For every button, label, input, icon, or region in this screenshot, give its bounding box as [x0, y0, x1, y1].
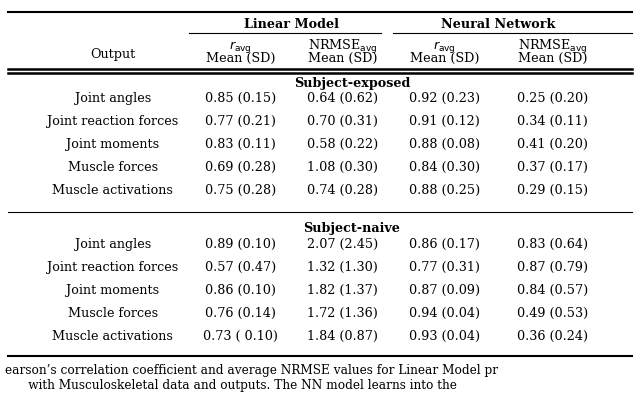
Text: Muscle activations: Muscle activations — [52, 330, 173, 343]
Text: Joint moments: Joint moments — [67, 138, 159, 151]
Text: 0.88 (0.08): 0.88 (0.08) — [409, 138, 480, 151]
Text: $r_\mathrm{avg}$: $r_\mathrm{avg}$ — [229, 39, 252, 55]
Text: 0.41 (0.20): 0.41 (0.20) — [517, 138, 588, 151]
Text: Neural Network: Neural Network — [441, 17, 556, 30]
Text: 1.84 (0.87): 1.84 (0.87) — [307, 330, 378, 343]
Text: Muscle forces: Muscle forces — [68, 161, 158, 174]
Text: 0.73 ( 0.10): 0.73 ( 0.10) — [203, 330, 278, 343]
Text: 1.08 (0.30): 1.08 (0.30) — [307, 161, 378, 174]
Text: 0.84 (0.30): 0.84 (0.30) — [409, 161, 480, 174]
Text: 1.82 (1.37): 1.82 (1.37) — [307, 284, 378, 297]
Text: with Musculoskeletal data and outputs. The NN model learns into the: with Musculoskeletal data and outputs. T… — [4, 379, 456, 392]
Text: 0.88 (0.25): 0.88 (0.25) — [408, 184, 480, 197]
Text: Joint angles: Joint angles — [75, 238, 151, 251]
Text: 1.32 (1.30): 1.32 (1.30) — [307, 261, 378, 274]
Text: 0.57 (0.47): 0.57 (0.47) — [205, 261, 276, 274]
Text: 0.87 (0.79): 0.87 (0.79) — [517, 261, 588, 274]
Text: $r_\mathrm{avg}$: $r_\mathrm{avg}$ — [433, 39, 456, 55]
Text: 0.86 (0.17): 0.86 (0.17) — [409, 238, 480, 251]
Text: 0.34 (0.11): 0.34 (0.11) — [517, 115, 588, 128]
Text: 0.58 (0.22): 0.58 (0.22) — [307, 138, 378, 151]
Text: Joint reaction forces: Joint reaction forces — [47, 261, 179, 274]
Text: 0.77 (0.21): 0.77 (0.21) — [205, 115, 276, 128]
Text: 0.83 (0.64): 0.83 (0.64) — [517, 238, 588, 251]
Text: 0.74 (0.28): 0.74 (0.28) — [307, 184, 378, 197]
Text: Output: Output — [90, 48, 136, 61]
Text: NRMSE$_\mathrm{avg}$: NRMSE$_\mathrm{avg}$ — [518, 38, 588, 56]
Text: Muscle activations: Muscle activations — [52, 184, 173, 197]
Text: Subject-exposed: Subject-exposed — [294, 77, 410, 90]
Text: 0.92 (0.23): 0.92 (0.23) — [409, 92, 480, 105]
Text: 2.07 (2.45): 2.07 (2.45) — [307, 238, 378, 251]
Text: Mean (SD): Mean (SD) — [308, 52, 377, 65]
Text: Joint moments: Joint moments — [67, 284, 159, 297]
Text: earson’s correlation coefficient and average NRMSE values for Linear Model pr: earson’s correlation coefficient and ave… — [4, 364, 498, 377]
Text: 0.89 (0.10): 0.89 (0.10) — [205, 238, 276, 251]
Text: 0.29 (0.15): 0.29 (0.15) — [517, 184, 588, 197]
Text: Subject-naive: Subject-naive — [303, 222, 400, 235]
Text: 0.25 (0.20): 0.25 (0.20) — [517, 92, 588, 105]
Text: Mean (SD): Mean (SD) — [205, 52, 275, 65]
Text: NRMSE$_\mathrm{avg}$: NRMSE$_\mathrm{avg}$ — [307, 38, 377, 56]
Text: Mean (SD): Mean (SD) — [410, 52, 479, 65]
Text: 0.70 (0.31): 0.70 (0.31) — [307, 115, 378, 128]
Text: 0.84 (0.57): 0.84 (0.57) — [517, 284, 588, 297]
Text: 0.75 (0.28): 0.75 (0.28) — [205, 184, 276, 197]
Text: 0.85 (0.15): 0.85 (0.15) — [205, 92, 276, 105]
Text: 0.94 (0.04): 0.94 (0.04) — [409, 307, 480, 320]
Text: 0.87 (0.09): 0.87 (0.09) — [409, 284, 480, 297]
Text: 0.64 (0.62): 0.64 (0.62) — [307, 92, 378, 105]
Text: Joint reaction forces: Joint reaction forces — [47, 115, 179, 128]
Text: 0.76 (0.14): 0.76 (0.14) — [205, 307, 276, 320]
Text: 0.69 (0.28): 0.69 (0.28) — [205, 161, 276, 174]
Text: 0.83 (0.11): 0.83 (0.11) — [205, 138, 276, 151]
Text: 0.36 (0.24): 0.36 (0.24) — [517, 330, 588, 343]
Text: 0.37 (0.17): 0.37 (0.17) — [517, 161, 588, 174]
Text: 0.77 (0.31): 0.77 (0.31) — [409, 261, 480, 274]
Text: 0.93 (0.04): 0.93 (0.04) — [409, 330, 480, 343]
Text: Mean (SD): Mean (SD) — [518, 52, 588, 65]
Text: Linear Model: Linear Model — [244, 17, 339, 30]
Text: 0.91 (0.12): 0.91 (0.12) — [409, 115, 480, 128]
Text: Joint angles: Joint angles — [75, 92, 151, 105]
Text: 0.49 (0.53): 0.49 (0.53) — [517, 307, 588, 320]
Text: Muscle forces: Muscle forces — [68, 307, 158, 320]
Text: 0.86 (0.10): 0.86 (0.10) — [205, 284, 276, 297]
Text: 1.72 (1.36): 1.72 (1.36) — [307, 307, 378, 320]
